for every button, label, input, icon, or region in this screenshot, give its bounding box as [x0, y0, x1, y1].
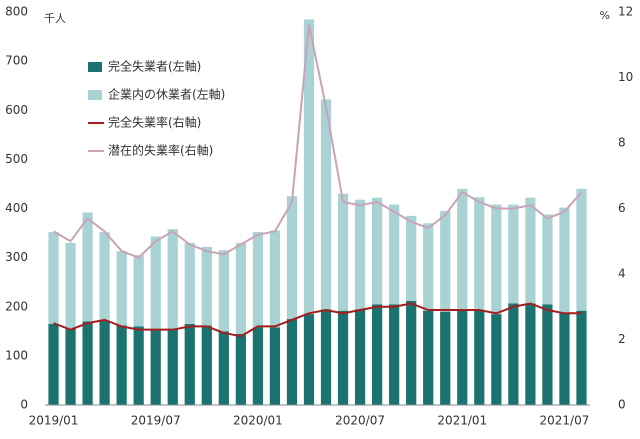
bar — [303, 19, 315, 315]
y-tick-label: 600 — [5, 103, 28, 117]
bar — [354, 199, 366, 310]
bar — [406, 300, 417, 405]
bar — [184, 242, 195, 324]
bar — [457, 188, 468, 310]
bar — [201, 325, 212, 405]
bar — [474, 197, 485, 311]
bar — [542, 214, 553, 305]
bar — [167, 229, 178, 329]
bar — [389, 204, 400, 305]
x-tick-label: 2021/07 — [540, 414, 590, 428]
bar — [269, 230, 281, 328]
bar — [82, 321, 93, 405]
x-tick-label: 2020/01 — [233, 414, 283, 428]
bar — [440, 210, 451, 312]
bar — [423, 310, 434, 405]
bar — [372, 197, 383, 305]
bar — [48, 323, 59, 405]
x-tick-label: 2021/01 — [437, 414, 487, 428]
y-axis-label: 千人 — [44, 12, 66, 25]
line — [53, 24, 583, 259]
bar — [559, 312, 570, 405]
legend-label: 企業内の休業者(左軸) — [108, 87, 225, 102]
y2-tick-label: 12 — [618, 5, 633, 19]
y-tick-label: 0 — [20, 398, 28, 412]
y2-tick-label: 8 — [618, 136, 626, 150]
bar — [286, 319, 298, 405]
y2-tick-label: 4 — [618, 267, 626, 281]
bar — [389, 304, 400, 405]
bar — [457, 309, 468, 405]
bar — [372, 304, 383, 405]
y-tick-label: 200 — [5, 299, 28, 313]
bar — [525, 303, 536, 405]
bar — [235, 242, 246, 334]
legend-label: 完全失業率(右軸) — [108, 115, 201, 130]
bar — [150, 328, 161, 405]
bar — [133, 326, 144, 405]
bar — [576, 310, 587, 405]
bar — [423, 223, 434, 311]
line — [53, 302, 582, 338]
bar — [320, 99, 332, 310]
bar — [269, 327, 281, 405]
y2-tick-label: 6 — [618, 201, 626, 215]
bar — [218, 250, 229, 332]
bar — [116, 251, 127, 326]
bar — [184, 323, 195, 405]
bar — [337, 310, 349, 405]
bar — [337, 193, 349, 311]
x-tick-label: 2019/07 — [131, 414, 181, 428]
bar — [82, 212, 93, 322]
bar — [491, 204, 502, 315]
bar — [218, 331, 229, 405]
bar — [303, 314, 315, 405]
x-tick-label: 2020/07 — [335, 414, 385, 428]
bar — [559, 207, 570, 313]
y-tick-label: 400 — [5, 201, 28, 215]
y2-tick-label: 10 — [618, 70, 633, 84]
y-tick-label: 300 — [5, 250, 28, 264]
bar — [354, 309, 366, 405]
legend-swatch — [88, 62, 102, 72]
bar — [542, 304, 553, 405]
bar — [167, 328, 178, 405]
legend-label: 完全失業者(左軸) — [108, 59, 201, 74]
bar — [235, 333, 246, 405]
bar — [201, 246, 212, 326]
legend-swatch — [88, 90, 102, 100]
bar — [320, 309, 332, 405]
y2-tick-label: 2 — [618, 332, 626, 346]
y-tick-label: 500 — [5, 152, 28, 166]
y2-axis-label: % — [600, 9, 610, 22]
bar — [252, 232, 263, 328]
bar — [65, 328, 76, 405]
bar — [576, 188, 587, 311]
y-tick-label: 800 — [5, 5, 28, 19]
bar — [48, 232, 59, 324]
x-tick-label: 2019/01 — [29, 414, 79, 428]
bar — [65, 242, 76, 329]
y-tick-label: 100 — [5, 348, 28, 362]
bar — [491, 314, 502, 405]
y-tick-label: 700 — [5, 54, 28, 68]
y2-tick-label: 0 — [618, 398, 626, 412]
bar — [286, 196, 298, 320]
bar — [99, 232, 110, 321]
bar — [116, 325, 127, 405]
legend-label: 潜在的失業率(右軸) — [108, 143, 213, 158]
bar — [133, 255, 144, 327]
bar — [525, 197, 536, 304]
bar — [150, 236, 161, 329]
bar — [99, 320, 110, 405]
bar — [406, 215, 417, 301]
bar — [508, 303, 519, 405]
bar — [252, 327, 263, 405]
bar — [474, 310, 485, 405]
bar — [440, 311, 451, 405]
bar — [508, 204, 519, 304]
